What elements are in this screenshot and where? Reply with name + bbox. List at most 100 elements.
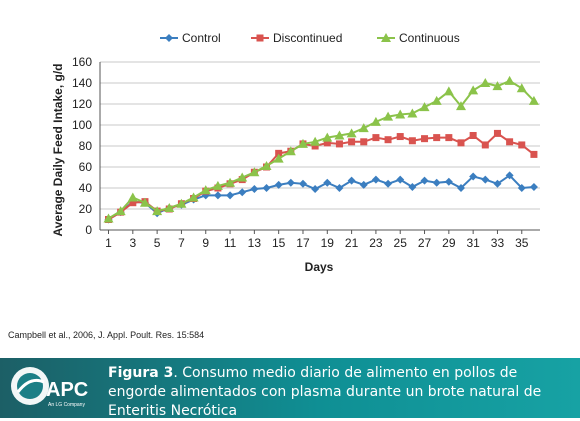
data-point-continuous-day-23 bbox=[370, 116, 381, 126]
data-point-continuous-day-17 bbox=[297, 138, 308, 148]
x-tick-label-29: 29 bbox=[442, 236, 456, 250]
data-point-continuous-day-28 bbox=[431, 95, 442, 105]
data-point-discontinued-day-28 bbox=[433, 134, 441, 142]
data-point-continuous-day-34 bbox=[504, 75, 515, 85]
data-point-discontinued-day-34 bbox=[506, 138, 514, 146]
data-point-continuous-day-12 bbox=[237, 172, 248, 182]
logo-wordmark: APC bbox=[46, 379, 88, 401]
data-point-continuous-day-31 bbox=[468, 85, 479, 95]
data-point-discontinued-day-30 bbox=[457, 139, 465, 147]
x-tick-label-13: 13 bbox=[248, 236, 262, 250]
legend-item-discontinued: Discontinued bbox=[251, 31, 342, 45]
x-tick-label-25: 25 bbox=[394, 236, 408, 250]
series-continuous bbox=[103, 75, 539, 223]
apc-logo-icon: APC An LG Company bbox=[11, 367, 88, 408]
data-point-control-day-35 bbox=[517, 184, 526, 192]
data-point-discontinued-day-22 bbox=[360, 138, 368, 146]
caption-label: Figura 3 bbox=[108, 365, 174, 381]
data-point-control-day-14 bbox=[262, 184, 271, 192]
figure-caption-banner: APC An LG Company Figura 3. Consumo medi… bbox=[0, 344, 580, 419]
data-point-control-day-15 bbox=[274, 180, 283, 189]
data-point-control-day-31 bbox=[469, 172, 478, 181]
data-point-continuous-day-33 bbox=[492, 81, 503, 91]
data-point-control-day-30 bbox=[456, 184, 465, 192]
data-point-continuous-day-3 bbox=[127, 192, 138, 202]
x-tick-label-11: 11 bbox=[224, 236, 237, 250]
data-point-control-day-34 bbox=[505, 171, 514, 180]
x-tick-label-5: 5 bbox=[154, 236, 161, 250]
data-point-control-day-17 bbox=[298, 179, 307, 188]
data-point-continuous-day-8 bbox=[188, 192, 199, 202]
data-point-discontinued-day-33 bbox=[493, 129, 501, 137]
data-point-continuous-day-18 bbox=[310, 136, 321, 146]
legend-label-continuous: Continuous bbox=[399, 31, 460, 45]
y-tick-label-0: 0 bbox=[85, 223, 92, 237]
data-point-continuous-day-29 bbox=[443, 86, 454, 96]
citation-text: Campbell et al., 2006, J. Appl. Poult. R… bbox=[8, 330, 205, 340]
data-point-continuous-day-32 bbox=[480, 78, 491, 87]
data-point-discontinued-day-21 bbox=[348, 138, 356, 146]
data-point-continuous-day-20 bbox=[334, 130, 345, 140]
y-tick-label-140: 140 bbox=[72, 76, 92, 90]
x-tick-label-1: 1 bbox=[105, 236, 112, 250]
legend-label-discontinued: Discontinued bbox=[273, 31, 342, 45]
y-tick-label-120: 120 bbox=[72, 97, 92, 111]
data-point-control-day-24 bbox=[384, 179, 393, 188]
y-tick-label-80: 80 bbox=[79, 139, 93, 153]
data-point-control-day-11 bbox=[226, 191, 235, 200]
apc-logo: APC An LG Company bbox=[8, 352, 94, 412]
data-point-discontinued-day-26 bbox=[408, 137, 416, 145]
data-point-control-day-36 bbox=[529, 182, 538, 191]
data-point-control-day-27 bbox=[420, 176, 429, 185]
data-point-control-day-32 bbox=[481, 175, 490, 184]
data-point-continuous-day-24 bbox=[383, 111, 394, 121]
data-point-continuous-day-35 bbox=[516, 83, 527, 93]
y-tick-label-40: 40 bbox=[79, 181, 93, 195]
x-tick-label-33: 33 bbox=[491, 236, 505, 250]
x-tick-label-31: 31 bbox=[466, 236, 480, 250]
data-point-discontinued-day-23 bbox=[372, 134, 380, 142]
data-point-discontinued-day-35 bbox=[518, 141, 526, 149]
x-tick-label-23: 23 bbox=[369, 236, 383, 250]
data-point-discontinued-day-25 bbox=[396, 133, 404, 141]
grid-layer bbox=[100, 61, 540, 210]
data-point-control-day-19 bbox=[323, 178, 332, 187]
data-point-control-day-13 bbox=[250, 185, 259, 194]
data-point-continuous-day-16 bbox=[285, 146, 296, 156]
data-point-discontinued-day-29 bbox=[445, 134, 453, 142]
x-tick-label-7: 7 bbox=[178, 236, 185, 250]
data-point-discontinued-day-19 bbox=[323, 139, 331, 147]
data-point-discontinued-day-31 bbox=[469, 132, 477, 139]
data-point-continuous-day-4 bbox=[139, 197, 150, 207]
x-tick-label-27: 27 bbox=[418, 236, 432, 250]
series-layer bbox=[103, 75, 539, 224]
x-tick-label-9: 9 bbox=[202, 236, 209, 250]
x-tick-label-21: 21 bbox=[345, 236, 359, 250]
legend-label-control: Control bbox=[182, 31, 221, 45]
data-point-control-day-18 bbox=[311, 185, 320, 194]
data-point-control-day-12 bbox=[238, 188, 247, 197]
x-tick-label-35: 35 bbox=[515, 236, 529, 250]
legend-item-control: Control bbox=[160, 31, 221, 45]
data-point-continuous-day-10 bbox=[212, 180, 223, 190]
series-control bbox=[104, 171, 538, 224]
data-point-discontinued-day-27 bbox=[421, 135, 429, 143]
legend-marker-discontinued bbox=[256, 34, 264, 42]
legend-marker-control bbox=[165, 34, 173, 42]
chart-area: 0 20 40 60 80 100 120 140 160 1 3 5 7 9 11 13 15 17 19 21 23… bbox=[51, 31, 540, 274]
data-point-control-day-20 bbox=[335, 184, 344, 192]
y-tick-label-100: 100 bbox=[72, 118, 92, 132]
data-point-continuous-day-22 bbox=[358, 123, 369, 133]
data-point-continuous-day-15 bbox=[273, 153, 284, 163]
data-point-continuous-day-30 bbox=[455, 101, 466, 111]
x-tick-label-3: 3 bbox=[129, 236, 136, 250]
data-point-continuous-day-21 bbox=[346, 128, 357, 138]
legend-item-continuous: Continuous bbox=[377, 31, 460, 45]
caption-text: . Consumo medio diario de alimento en po… bbox=[108, 365, 542, 419]
data-point-control-day-29 bbox=[444, 177, 453, 186]
data-point-continuous-day-27 bbox=[419, 102, 430, 112]
data-point-continuous-day-5 bbox=[152, 206, 163, 216]
data-point-continuous-day-13 bbox=[249, 167, 260, 177]
